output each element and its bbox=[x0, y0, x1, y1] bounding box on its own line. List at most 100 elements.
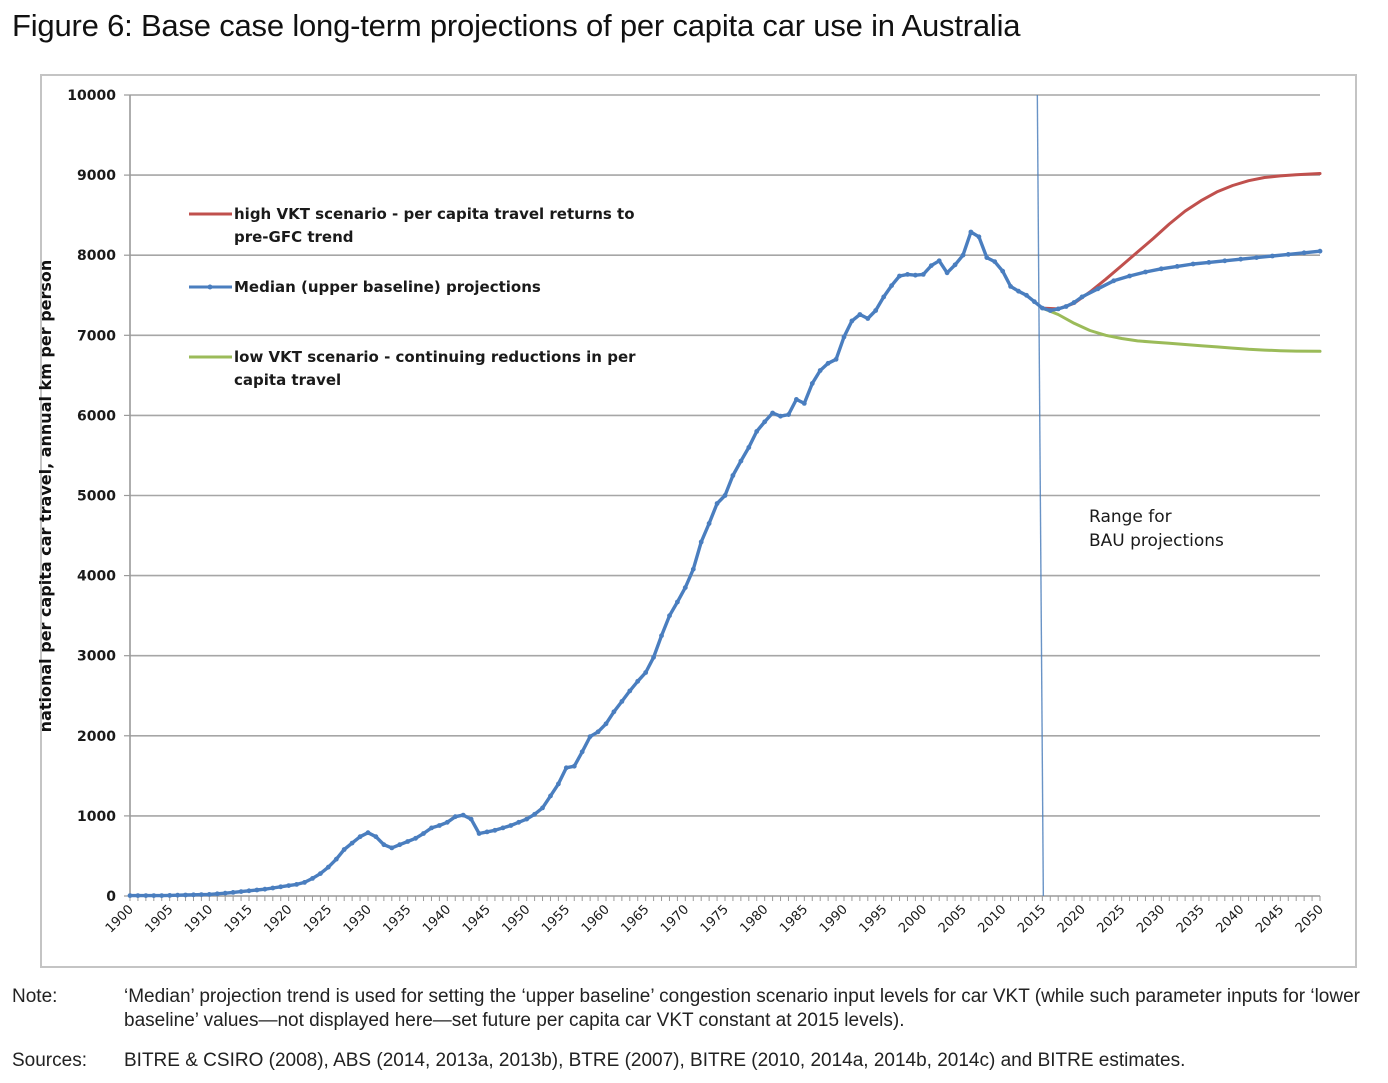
data-point bbox=[730, 473, 736, 478]
data-point bbox=[333, 856, 339, 862]
y-tick-label: 8000 bbox=[77, 248, 116, 264]
legend-label-median: Median (upper baseline) projections bbox=[234, 278, 541, 296]
data-point bbox=[175, 892, 181, 898]
legend-label-high-line1: high VKT scenario - per capita travel re… bbox=[234, 205, 635, 223]
data-point bbox=[1063, 304, 1069, 309]
data-point bbox=[1016, 288, 1021, 294]
data-point bbox=[817, 368, 823, 373]
axes bbox=[124, 94, 1321, 901]
data-point bbox=[865, 316, 871, 321]
data-point bbox=[1285, 252, 1291, 257]
legend: high VKT scenario - per capita travel re… bbox=[189, 205, 636, 389]
y-tick-label: 4000 bbox=[77, 569, 116, 585]
data-point bbox=[199, 892, 204, 897]
data-point bbox=[318, 871, 323, 876]
data-point bbox=[928, 263, 934, 268]
x-tick-label: 1910 bbox=[182, 902, 216, 936]
data-point bbox=[627, 688, 633, 694]
data-point bbox=[809, 381, 815, 386]
x-tick-label: 2045 bbox=[1253, 902, 1287, 936]
bau-annotation: Range for BAU projections bbox=[1089, 507, 1224, 551]
x-tick-label: 1950 bbox=[499, 902, 533, 936]
data-point bbox=[214, 891, 220, 897]
data-point bbox=[651, 654, 656, 660]
series-line-1 bbox=[128, 230, 1322, 898]
data-point bbox=[437, 823, 442, 828]
data-point bbox=[897, 273, 902, 279]
data-point bbox=[722, 493, 728, 498]
x-tick-label: 1915 bbox=[222, 902, 256, 936]
data-point bbox=[532, 811, 537, 817]
x-tick-label: 1965 bbox=[618, 902, 652, 936]
data-point bbox=[302, 880, 307, 885]
data-point bbox=[1071, 300, 1077, 305]
data-point bbox=[667, 613, 672, 619]
data-point bbox=[524, 816, 530, 822]
x-tick-label: 2020 bbox=[1055, 902, 1089, 936]
y-axis-label: national per capita car travel, annual k… bbox=[36, 260, 55, 733]
data-point bbox=[548, 793, 553, 799]
data-point bbox=[881, 294, 887, 300]
data-point bbox=[1039, 305, 1045, 311]
x-tick-label: 1980 bbox=[737, 902, 771, 936]
note-text: ‘Median’ projection trend is used for se… bbox=[124, 986, 1360, 1031]
y-tick-label: 5000 bbox=[77, 489, 116, 505]
legend-item-median: Median (upper baseline) projections bbox=[189, 278, 541, 296]
data-point bbox=[786, 412, 791, 417]
data-point bbox=[873, 308, 879, 313]
legend-marker-median bbox=[207, 284, 213, 290]
data-point bbox=[968, 229, 974, 235]
x-tick-label: 1975 bbox=[698, 902, 732, 936]
data-point bbox=[254, 887, 260, 893]
sources-label: Sources: bbox=[12, 1050, 87, 1071]
data-point bbox=[1111, 278, 1117, 284]
data-point bbox=[286, 883, 292, 888]
data-point bbox=[381, 842, 387, 848]
data-point bbox=[349, 840, 355, 846]
annotation-line2: BAU projections bbox=[1089, 531, 1224, 551]
legend-label-high-line2: pre-GFC trend bbox=[234, 228, 353, 246]
data-point bbox=[698, 539, 704, 545]
data-point bbox=[714, 501, 720, 506]
data-point bbox=[849, 318, 855, 324]
data-point bbox=[984, 255, 990, 260]
data-point bbox=[675, 599, 680, 605]
legend-label-low-line2: capita travel bbox=[234, 371, 341, 389]
data-point bbox=[1317, 248, 1323, 254]
data-point bbox=[1238, 256, 1244, 262]
y-tick-label: 10000 bbox=[67, 88, 116, 104]
data-point bbox=[563, 765, 569, 771]
x-tick-label: 2015 bbox=[1015, 902, 1049, 936]
series-line-0 bbox=[1040, 172, 1322, 311]
series-group bbox=[127, 172, 1323, 898]
x-tick-label: 1955 bbox=[539, 902, 573, 936]
data-point bbox=[365, 830, 371, 836]
x-tick-label: 1900 bbox=[103, 902, 137, 936]
data-point bbox=[905, 272, 910, 277]
data-point bbox=[1190, 261, 1196, 267]
data-point bbox=[1222, 258, 1228, 264]
data-point bbox=[1024, 292, 1029, 298]
data-point bbox=[952, 262, 958, 268]
data-point bbox=[246, 888, 252, 894]
data-point bbox=[571, 763, 577, 769]
y-tick-label: 6000 bbox=[77, 408, 116, 424]
x-tick-label: 2050 bbox=[1293, 902, 1327, 936]
data-point bbox=[1127, 273, 1132, 279]
y-tick-label: 2000 bbox=[77, 729, 116, 745]
data-point bbox=[397, 842, 403, 848]
data-point bbox=[516, 819, 522, 825]
data-point bbox=[1270, 253, 1275, 259]
data-point bbox=[270, 885, 276, 891]
annotation-line1: Range for bbox=[1089, 507, 1172, 527]
data-point bbox=[460, 812, 466, 818]
x-tick-label: 1995 bbox=[856, 902, 890, 936]
sources-text: BITRE & CSIRO (2008), ABS (2014, 2013a, … bbox=[124, 1050, 1186, 1071]
data-point bbox=[405, 839, 411, 844]
data-point bbox=[944, 270, 950, 276]
note-label: Note: bbox=[12, 986, 58, 1007]
data-point bbox=[1008, 284, 1013, 289]
data-point bbox=[1000, 268, 1006, 274]
figure-title: Figure 6: Base case long-term projection… bbox=[12, 8, 1021, 43]
data-point bbox=[508, 823, 514, 828]
